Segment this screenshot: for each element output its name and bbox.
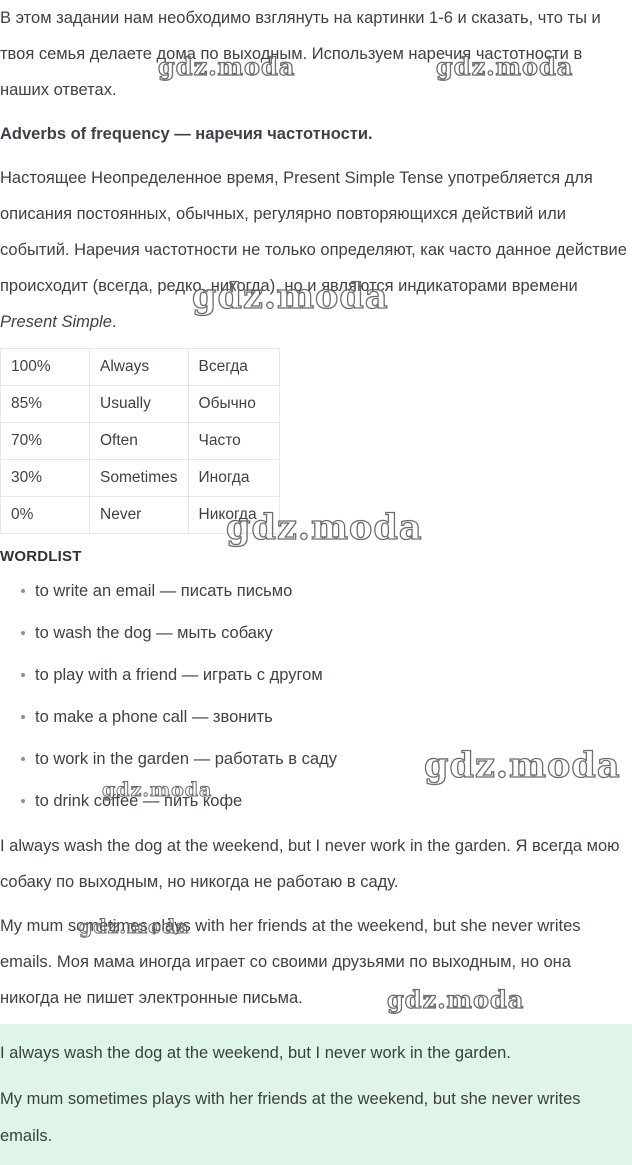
list-item: to wash the dog — мыть собаку <box>0 618 632 648</box>
frequency-table: 100% Always Всегда 85% Usually Обычно 70… <box>0 348 280 534</box>
frequency-russian-cell: Часто <box>187 422 280 460</box>
example-sentence-2: My mum sometimes plays with her friends … <box>0 917 581 1007</box>
frequency-english-cell: Never <box>89 496 189 534</box>
frequency-percent-cell: 100% <box>0 348 90 386</box>
list-item: to drink coffee — пить кофе <box>0 786 632 816</box>
table-row: 100% Always Всегда <box>0 348 280 386</box>
example-sentence-1: I always wash the dog at the weekend, bu… <box>0 837 620 891</box>
wordlist: to write an email — писать письмо to was… <box>0 576 632 816</box>
frequency-percent-cell: 0% <box>0 496 90 534</box>
frequency-percent-cell: 85% <box>0 385 90 423</box>
explanation-text: Настоящее Неопределенное время, Present … <box>0 169 627 295</box>
frequency-percent-cell: 70% <box>0 422 90 460</box>
frequency-russian-cell: Обычно <box>187 385 280 423</box>
explanation-paragraph: Настоящее Неопределенное время, Present … <box>0 160 632 340</box>
frequency-english-cell: Always <box>89 348 189 386</box>
list-item: to play with a friend — играть с другом <box>0 660 632 690</box>
explanation-period: . <box>111 313 117 331</box>
highlighted-answer: I always wash the dog at the weekend, bu… <box>0 1024 632 1165</box>
answer-line-2: My mum sometimes plays with her friends … <box>0 1090 581 1145</box>
frequency-russian-cell: Никогда <box>187 496 280 534</box>
explanation-italic-term: Present Simple <box>0 313 112 331</box>
frequency-english-cell: Often <box>89 422 189 460</box>
wordlist-heading: WORDLIST <box>0 548 82 565</box>
answer-line-1: I always wash the dog at the weekend, bu… <box>0 1044 511 1062</box>
table-row: 30% Sometimes Иногда <box>0 459 280 497</box>
table-row: 85% Usually Обычно <box>0 385 280 423</box>
frequency-english-cell: Sometimes <box>89 459 189 497</box>
adverbs-heading: Adverbs of frequency — наречия частотнос… <box>0 125 373 143</box>
frequency-russian-cell: Всегда <box>187 348 280 386</box>
frequency-percent-cell: 30% <box>0 459 90 497</box>
table-row: 70% Often Часто <box>0 422 280 460</box>
task-intro-paragraph: В этом задании нам необходимо взглянуть … <box>0 9 601 99</box>
list-item: to write an email — писать письмо <box>0 576 632 606</box>
table-row: 0% Never Никогда <box>0 496 280 534</box>
frequency-english-cell: Usually <box>89 385 189 423</box>
list-item: to work in the garden — работать в саду <box>0 744 632 774</box>
list-item: to make a phone call — звонить <box>0 702 632 732</box>
frequency-russian-cell: Иногда <box>187 459 280 497</box>
